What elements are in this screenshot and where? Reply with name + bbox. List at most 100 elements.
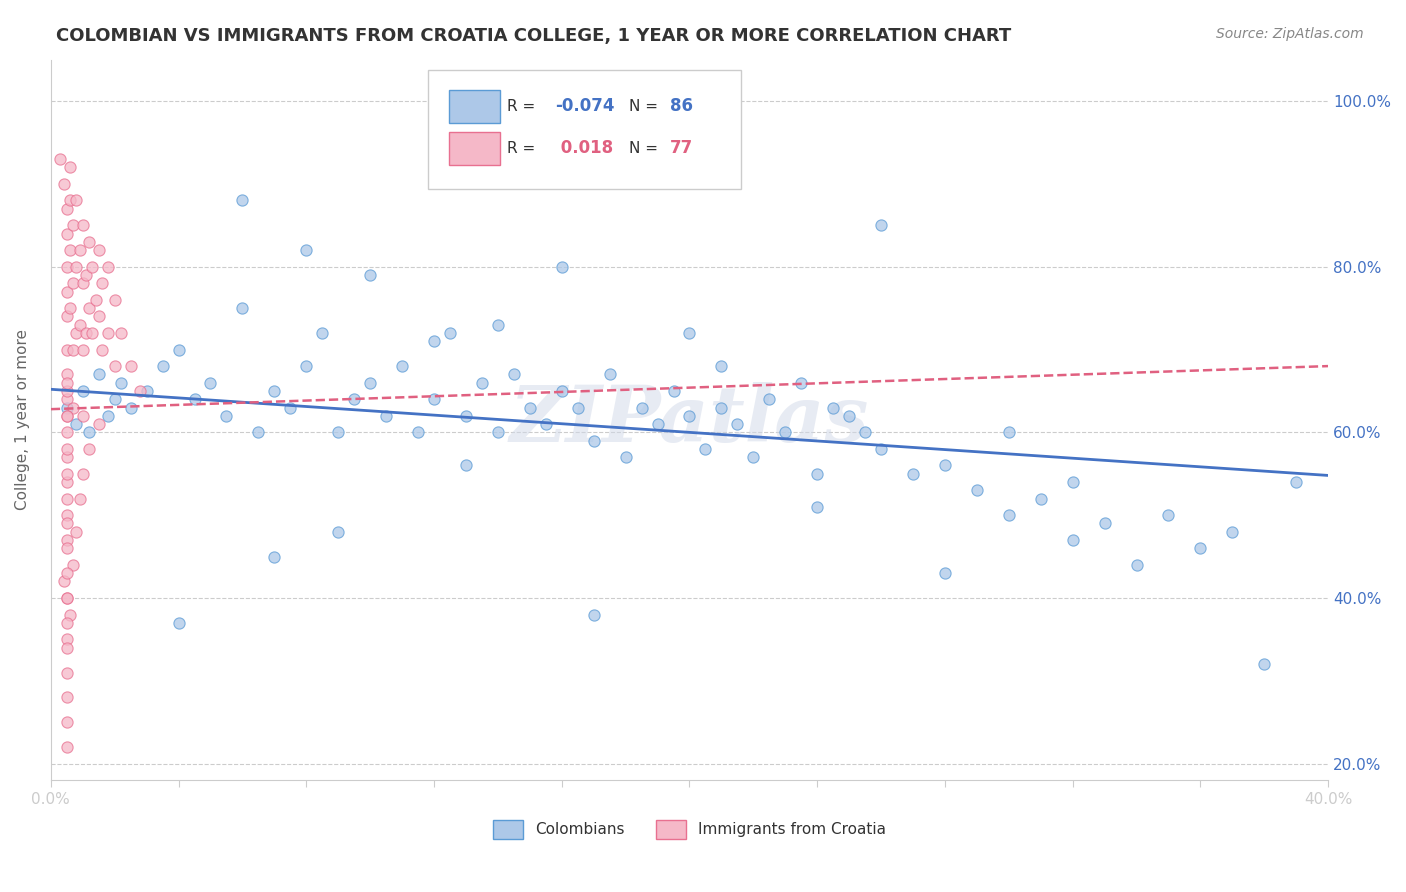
Point <box>56 491 79 506</box>
Text: R =: R = <box>506 99 540 114</box>
Point <box>215 409 238 423</box>
Point <box>806 467 828 481</box>
Point <box>200 376 222 390</box>
Point <box>486 425 509 440</box>
Point <box>56 310 79 324</box>
Point <box>56 715 79 730</box>
Point <box>551 384 574 398</box>
FancyBboxPatch shape <box>427 70 741 189</box>
Point <box>870 219 893 233</box>
Point <box>806 500 828 514</box>
Point <box>56 475 79 489</box>
Point <box>790 376 813 390</box>
Point <box>1285 475 1308 489</box>
Point <box>934 458 956 473</box>
Point <box>838 409 860 423</box>
Point <box>56 591 79 605</box>
Point <box>454 458 477 473</box>
Point <box>647 417 669 431</box>
Point <box>328 524 350 539</box>
Point <box>56 450 79 465</box>
Point <box>120 359 142 373</box>
Point <box>678 409 700 423</box>
Point <box>263 384 285 398</box>
Point <box>77 235 100 249</box>
Point <box>56 343 79 357</box>
Point <box>110 376 132 390</box>
Point <box>82 326 104 340</box>
Point <box>614 450 637 465</box>
Point <box>56 467 79 481</box>
Point <box>97 260 120 274</box>
Point <box>59 194 82 208</box>
Point <box>423 334 446 349</box>
Point <box>59 243 82 257</box>
Point <box>391 359 413 373</box>
Point <box>59 161 82 175</box>
Point <box>135 384 157 398</box>
Point <box>359 268 381 282</box>
Point <box>62 219 84 233</box>
Point <box>110 326 132 340</box>
Point <box>65 260 87 274</box>
Legend: Colombians, Immigrants from Croatia: Colombians, Immigrants from Croatia <box>486 814 893 845</box>
Point <box>1189 541 1212 556</box>
Point <box>49 152 72 166</box>
Point <box>439 326 461 340</box>
Point <box>1220 524 1243 539</box>
Point <box>966 483 988 498</box>
Point <box>52 177 75 191</box>
Point <box>56 409 79 423</box>
Point <box>1029 491 1052 506</box>
Point <box>695 442 717 456</box>
Point <box>75 326 97 340</box>
Point <box>77 301 100 315</box>
Point <box>90 343 112 357</box>
Point <box>56 640 79 655</box>
Text: ZIPatlas: ZIPatlas <box>510 382 869 458</box>
Point <box>678 326 700 340</box>
Point <box>311 326 333 340</box>
Point <box>853 425 876 440</box>
Point <box>72 219 94 233</box>
Point <box>710 359 733 373</box>
Point <box>56 409 79 423</box>
Point <box>152 359 174 373</box>
Point <box>87 417 110 431</box>
Point <box>486 318 509 332</box>
Point <box>599 368 621 382</box>
Point <box>742 450 765 465</box>
Point <box>56 392 79 407</box>
Text: Source: ZipAtlas.com: Source: ZipAtlas.com <box>1216 27 1364 41</box>
Point <box>56 368 79 382</box>
Point <box>97 326 120 340</box>
Point <box>1094 516 1116 531</box>
Point <box>231 194 253 208</box>
Point <box>406 425 429 440</box>
Point <box>183 392 205 407</box>
Text: R =: R = <box>506 141 540 156</box>
Point <box>72 409 94 423</box>
Point <box>56 541 79 556</box>
Point <box>59 301 82 315</box>
Point <box>84 293 107 307</box>
Point <box>56 591 79 605</box>
Point <box>120 401 142 415</box>
Text: 0.018: 0.018 <box>555 139 613 157</box>
Point <box>551 260 574 274</box>
Point <box>90 277 112 291</box>
Point <box>56 285 79 299</box>
Point <box>901 467 924 481</box>
Text: 86: 86 <box>671 97 693 115</box>
Point <box>59 607 82 622</box>
Point <box>87 310 110 324</box>
FancyBboxPatch shape <box>450 132 501 165</box>
Point <box>62 277 84 291</box>
Point <box>375 409 398 423</box>
Point <box>1157 508 1180 523</box>
Point <box>1125 558 1147 572</box>
Point <box>56 260 79 274</box>
Point <box>1253 657 1275 672</box>
Text: -0.074: -0.074 <box>555 97 614 115</box>
Point <box>56 566 79 581</box>
